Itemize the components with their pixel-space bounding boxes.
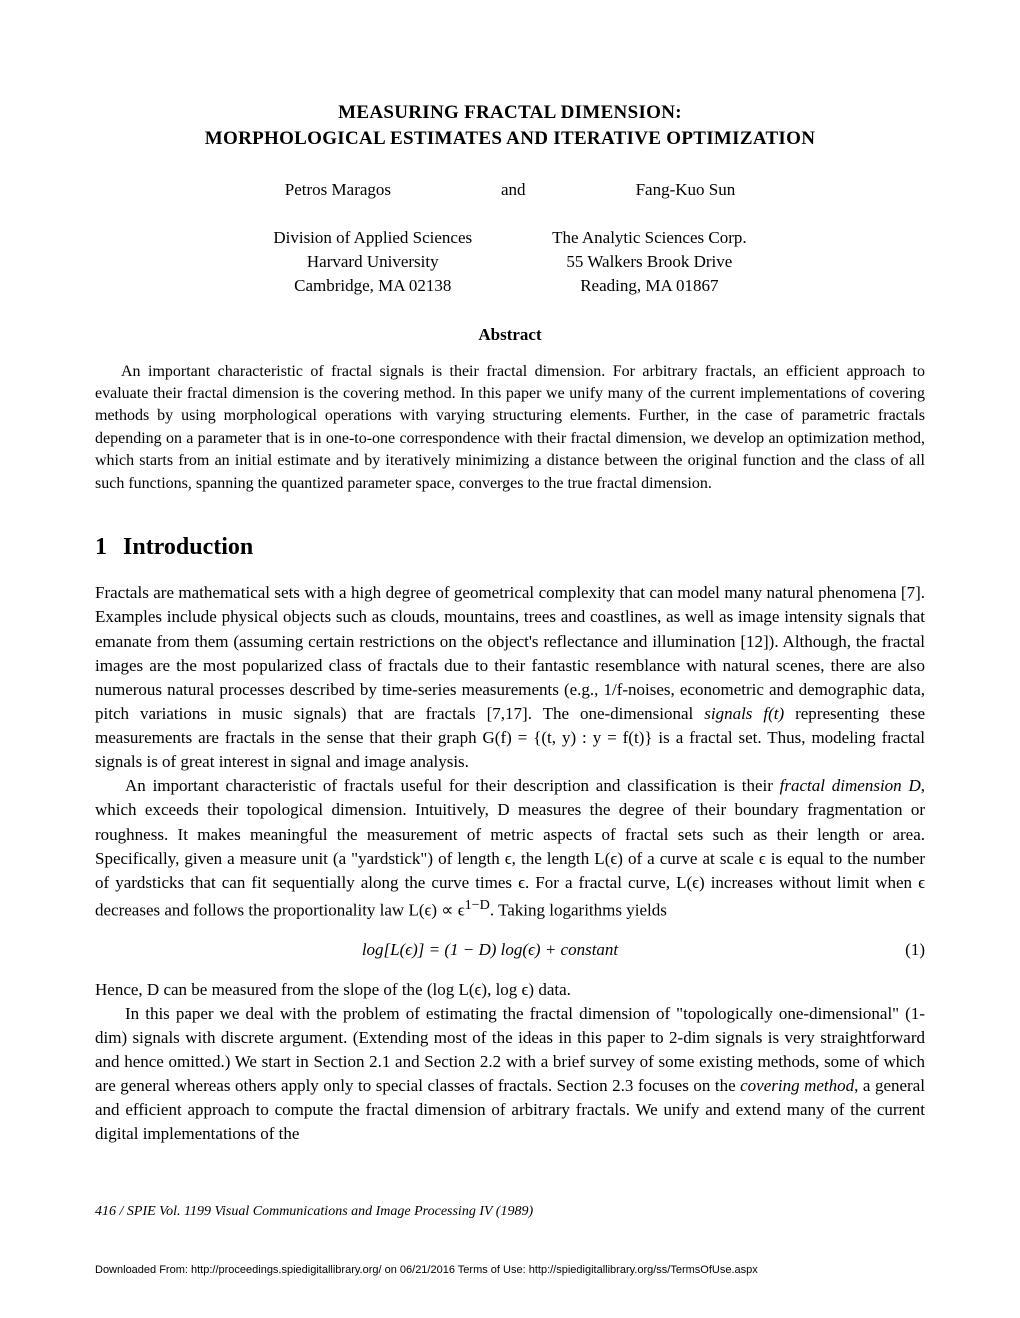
- section-1-number: 1: [95, 534, 107, 560]
- abstract-body: An important characteristic of fractal s…: [95, 361, 925, 495]
- para2-a: An important characteristic of fractals …: [125, 776, 780, 795]
- affil-left-l3: Cambridge, MA 02138: [273, 274, 472, 298]
- title-line-2: MORPHOLOGICAL ESTIMATES AND ITERATIVE OP…: [205, 128, 815, 149]
- paragraph-2: An important characteristic of fractals …: [95, 774, 925, 922]
- section-1-heading: 1 Introduction: [95, 531, 925, 563]
- para4-covering-method-ital: covering method: [740, 1076, 854, 1095]
- equation-1-number: (1): [885, 939, 925, 962]
- para1-a: Fractals are mathematical sets with a hi…: [95, 583, 925, 723]
- para2-c: . Taking logarithms yields: [490, 901, 667, 920]
- affiliations-row: Division of Applied Sciences Harvard Uni…: [95, 226, 925, 297]
- affil-right-l3: Reading, MA 01867: [552, 274, 747, 298]
- affil-left-l1: Division of Applied Sciences: [273, 226, 472, 250]
- author-conjunction: and: [501, 179, 526, 202]
- para1-signals-ital: signals f(t): [704, 704, 784, 723]
- affil-left-l2: Harvard University: [273, 250, 472, 274]
- paragraph-1: Fractals are mathematical sets with a hi…: [95, 581, 925, 774]
- para2-superscript: 1−D: [465, 897, 490, 913]
- affiliation-left: Division of Applied Sciences Harvard Uni…: [273, 226, 472, 297]
- abstract-text: An important characteristic of fractal s…: [95, 363, 925, 492]
- abstract-heading: Abstract: [95, 324, 925, 347]
- author-left: Petros Maragos: [285, 179, 391, 202]
- paragraph-3: Hence, D can be measured from the slope …: [95, 978, 925, 1002]
- author-right: Fang-Kuo Sun: [636, 179, 736, 202]
- equation-1-row: log[L(ϵ)] = (1 − D) log(ϵ) + constant (1…: [95, 939, 925, 962]
- footer-citation: 416 / SPIE Vol. 1199 Visual Communicatio…: [95, 1203, 925, 1222]
- authors-row: Petros Maragos and Fang-Kuo Sun: [95, 179, 925, 202]
- equation-1: log[L(ϵ)] = (1 − D) log(ϵ) + constant: [95, 939, 885, 962]
- download-footer: Downloaded From: http://proceedings.spie…: [95, 1263, 925, 1278]
- para3-text: Hence, D can be measured from the slope …: [95, 980, 571, 999]
- paper-title: MEASURING FRACTAL DIMENSION: MORPHOLOGIC…: [95, 100, 925, 151]
- paragraph-4: In this paper we deal with the problem o…: [95, 1002, 925, 1147]
- section-1-title: Introduction: [123, 534, 253, 560]
- affiliation-right: The Analytic Sciences Corp. 55 Walkers B…: [552, 226, 747, 297]
- affil-right-l2: 55 Walkers Brook Drive: [552, 250, 747, 274]
- title-line-1: MEASURING FRACTAL DIMENSION:: [338, 102, 682, 123]
- affil-right-l1: The Analytic Sciences Corp.: [552, 226, 747, 250]
- para2-b: , which exceeds their topological dimens…: [95, 776, 925, 919]
- para2-fractal-dimension-ital: fractal dimension D: [780, 776, 921, 795]
